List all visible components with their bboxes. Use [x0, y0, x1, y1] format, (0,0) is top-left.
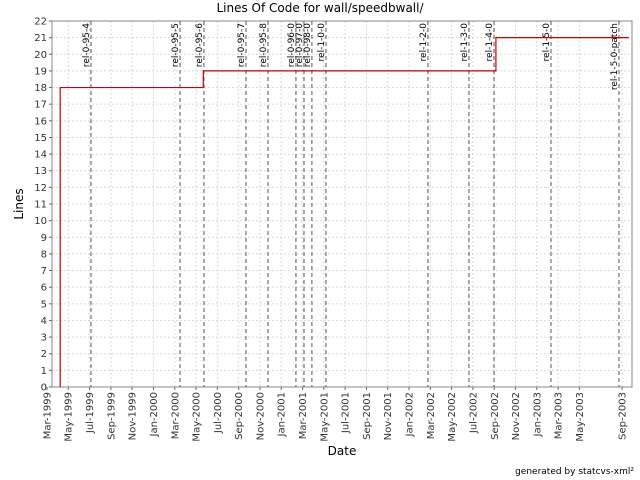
y-tick-label: 0: [41, 383, 47, 394]
release-label: rel-1-3-0: [460, 23, 470, 62]
release-label: rel-1-4-0: [485, 23, 495, 62]
plot-frame: [51, 20, 633, 388]
x-tick-label: Jan-2001: [277, 392, 288, 437]
y-tick-label: 14: [34, 150, 47, 161]
release-label: rel-0-96-0: [287, 23, 297, 67]
x-tick-label: Mar-2000: [170, 392, 181, 439]
release-label: rel-0-97-0: [295, 23, 305, 67]
x-tick-label: Jul-1999: [85, 392, 96, 434]
release-label: rel-0-98-0: [303, 23, 313, 67]
x-tick-label: Jul-2001: [341, 392, 352, 434]
y-tick-label: 22: [34, 17, 47, 28]
y-tick-label: 19: [34, 66, 47, 77]
x-tick-label: Jan-2002: [405, 392, 416, 437]
y-tick-label: 8: [41, 249, 47, 260]
x-tick-label: May-2003: [575, 392, 586, 442]
release-label: rel-0-95-7: [237, 23, 247, 67]
data-line: [59, 37, 629, 387]
footer: generated by statcvs-xml²: [515, 467, 634, 477]
y-tick-label: 7: [41, 266, 47, 277]
y-tick-label: 11: [34, 200, 47, 211]
y-tick-label: 21: [34, 33, 47, 44]
x-tick-label: Nov-1999: [128, 392, 139, 440]
x-tick-label: Sep-2002: [490, 392, 501, 440]
y-tick-label: 17: [34, 100, 47, 111]
y-tick-label: 3: [41, 333, 47, 344]
x-tick-label: Nov-2002: [511, 392, 522, 440]
release-label: rel-1-5-0: [542, 23, 552, 62]
x-tick-label: Sep-1999: [106, 392, 117, 440]
y-tick-label: 6: [41, 283, 47, 294]
release-label: rel-0-95-4: [82, 23, 92, 67]
x-tick-label: Jan-2000: [149, 392, 160, 437]
y-axis-title: Lines: [12, 188, 26, 219]
y-tick-label: 12: [34, 183, 47, 194]
release-label: rel-0-95-5: [171, 23, 181, 67]
x-tick-label: May-2001: [319, 392, 330, 442]
x-tick-label: Nov-2001: [383, 392, 394, 440]
y-tick-label: 15: [34, 133, 47, 144]
x-tick-label: Mar-2003: [554, 392, 565, 439]
y-tick-label: 13: [34, 166, 47, 177]
release-label: rel-1-2-0: [419, 23, 429, 62]
x-tick-label: May-2000: [192, 392, 203, 442]
x-tick-label: Jul-2000: [213, 392, 224, 434]
release-label: rel-0-95-8: [259, 23, 269, 67]
x-tick-label: Sep-2000: [234, 392, 245, 440]
y-tick-label: 2: [41, 349, 47, 360]
chart-title: Lines Of Code for wall/speedbwall/: [216, 1, 424, 15]
release-label: rel-1-0-0: [317, 23, 327, 62]
x-tick-label: Mar-2002: [426, 392, 437, 439]
y-tick-label: 5: [41, 299, 47, 310]
y-tick-label: 1: [41, 366, 47, 377]
release-label: rel-1-5-0-patch: [610, 23, 620, 90]
x-tick-label: Sep-2003: [618, 392, 629, 440]
x-tick-label: Jan-2003: [532, 392, 543, 437]
x-tick-label: May-2002: [447, 392, 458, 442]
x-tick-label: Nov-2000: [255, 392, 266, 440]
x-axis-title: Date: [328, 444, 357, 458]
y-tick-label: 9: [41, 233, 47, 244]
y-tick-label: 10: [34, 216, 47, 227]
x-tick-label: Jul-2002: [468, 392, 479, 434]
y-tick-label: 20: [34, 50, 47, 61]
y-tick-label: 4: [41, 316, 47, 327]
x-tick-label: Sep-2001: [362, 392, 373, 440]
x-tick-label: Mar-1999: [43, 392, 54, 439]
x-tick-label: May-1999: [64, 392, 75, 442]
release-label: rel-0-95-6: [195, 23, 205, 67]
y-tick-label: 18: [34, 83, 47, 94]
y-tick-label: 16: [34, 116, 47, 127]
x-tick-label: Mar-2001: [298, 392, 309, 439]
